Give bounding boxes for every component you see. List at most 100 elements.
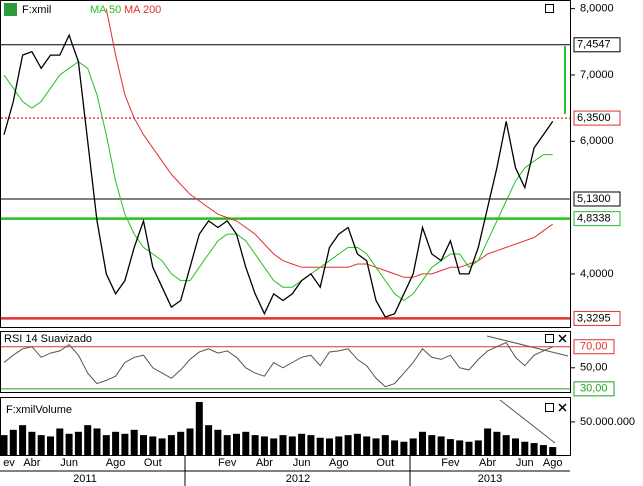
volume-bar: [158, 438, 166, 455]
reference-label: 5,1300: [577, 193, 611, 205]
x-tick-label: Out: [376, 457, 394, 469]
volume-bar: [363, 436, 371, 455]
volume-bar: [270, 438, 278, 455]
year-label: 2013: [478, 473, 502, 485]
volume-bar: [298, 433, 306, 455]
x-tick-label: Ago: [543, 457, 563, 469]
maximize-button[interactable]: [545, 334, 554, 343]
reference-box: [573, 191, 621, 207]
volume-bar: [102, 435, 110, 455]
volume-bar: [344, 435, 352, 455]
y-tick-label: 4,0000: [580, 268, 614, 280]
volume-bar: [419, 431, 426, 455]
volume-bar: [195, 401, 203, 455]
volume-bar: [530, 443, 538, 455]
rsi-title[interactable]: RSI 14 Suavizado: [4, 333, 92, 345]
x-tick-label: Jun: [516, 457, 534, 469]
volume-bar: [37, 435, 45, 455]
x-tick-label: Out: [144, 457, 162, 469]
x-tick-label: Abr: [479, 457, 496, 469]
price-panel: [0, 0, 571, 328]
volume-bar: [93, 428, 101, 455]
volume-title[interactable]: F:xmilVolume: [6, 404, 72, 416]
year-label: 2012: [286, 473, 310, 485]
volume-bar: [539, 445, 547, 455]
volume-bar: [512, 438, 519, 455]
volume-bar: [456, 440, 464, 455]
volume-bar: [326, 438, 333, 455]
volume-bar: [465, 441, 473, 455]
close-button[interactable]: [558, 334, 567, 412]
volume-bar: [47, 436, 54, 455]
volume-bar: [214, 429, 222, 455]
reference-box: [573, 37, 621, 53]
volume-bar: [279, 435, 287, 455]
y-tick-label: 6,0000: [580, 135, 614, 147]
data-line: [3, 61, 553, 302]
maximize-button[interactable]: [545, 403, 554, 412]
volume-bar: [65, 433, 73, 455]
legend-ma200[interactable]: MA 200: [124, 4, 161, 16]
volume-bar: [549, 447, 557, 455]
x-tick-label: ev: [3, 457, 15, 469]
volume-bar: [400, 441, 408, 455]
volume-bar: [521, 441, 529, 455]
volume-bar: [307, 435, 315, 455]
volume-bar: [84, 425, 92, 455]
volume-bar: [130, 429, 138, 455]
volume-bar: [56, 428, 64, 455]
y-tick-label: 8,0000: [580, 3, 614, 15]
volume-bar: [74, 431, 82, 455]
volume-bar: [372, 438, 380, 455]
y-tick-label: 50.000.000: [580, 416, 635, 428]
reference-box: [573, 310, 621, 326]
reference-box: [573, 110, 621, 126]
volume-bar: [437, 436, 445, 455]
volume-bar: [186, 428, 194, 455]
volume-bar: [9, 429, 17, 455]
volume-bar: [205, 425, 213, 455]
volume-bar: [260, 436, 268, 455]
y-tick-label: 30,00: [580, 383, 608, 395]
volume-bar: [409, 438, 417, 455]
x-tick-label: Abr: [256, 457, 273, 469]
volume-bar: [140, 435, 147, 455]
volume-bar: [251, 435, 259, 455]
volume-bar: [335, 436, 343, 455]
volume-bar: [428, 435, 436, 455]
x-tick-label: Fev: [441, 457, 460, 469]
reference-label: 3,3295: [577, 312, 611, 324]
reference-label: 4,8338: [577, 213, 611, 225]
x-tick-label: Abr: [23, 457, 40, 469]
trend-line: [486, 335, 569, 357]
legend-ma50[interactable]: MA 50: [90, 4, 121, 16]
tick-box: [573, 381, 615, 397]
volume-bar: [233, 433, 240, 455]
y-tick-label: 50,00: [580, 362, 608, 374]
volume-bar: [502, 435, 510, 455]
x-tick-label: Jun: [293, 457, 311, 469]
x-tick-label: Jun: [60, 457, 78, 469]
year-label: 2011: [73, 473, 97, 485]
volume-bar: [353, 433, 361, 455]
volume-bar: [446, 439, 454, 455]
legend-price[interactable]: F:xmil: [22, 4, 51, 16]
volume-bar: [493, 431, 501, 455]
volume-bar: [121, 433, 129, 455]
symbol-icon[interactable]: [4, 3, 17, 16]
reference-label: 6,3500: [577, 112, 611, 124]
volume-bar: [381, 435, 389, 455]
volume-bar: [223, 435, 231, 455]
data-line: [3, 33, 554, 318]
y-tick-label: 70,00: [580, 341, 608, 353]
x-tick-label: Ago: [106, 457, 126, 469]
reference-label: 7,4547: [577, 39, 611, 51]
volume-bar: [242, 431, 250, 455]
reference-box: [573, 211, 621, 227]
maximize-button[interactable]: [545, 4, 554, 13]
x-tick-label: Fev: [218, 457, 237, 469]
tick-box: [573, 339, 615, 355]
volume-bar: [316, 437, 324, 455]
volume-bar: [149, 436, 157, 455]
